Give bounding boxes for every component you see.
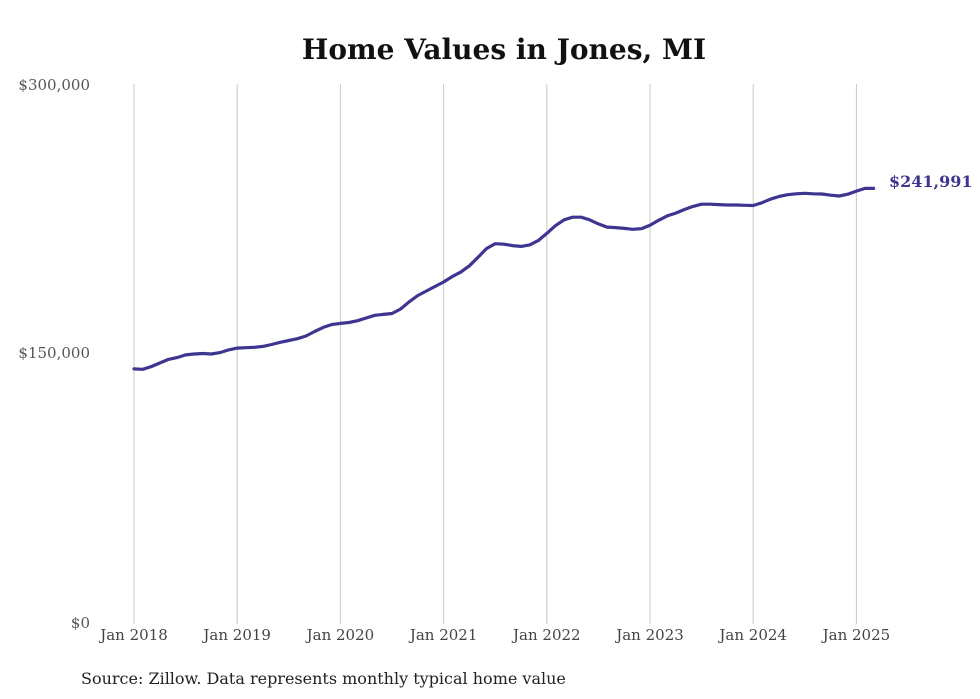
y-tick-label: $150,000 xyxy=(18,344,90,362)
source-note: Source: Zillow. Data represents monthly … xyxy=(81,669,566,688)
x-axis-labels: Jan 2018 Jan 2019 Jan 2020 Jan 2021 Jan 2022… xyxy=(98,626,890,644)
x-tick-label: Jan 2019 xyxy=(201,626,271,644)
series-line xyxy=(132,186,876,371)
x-tick-label: Jan 2020 xyxy=(305,626,375,644)
x-tick-label: Jan 2018 xyxy=(98,626,168,644)
chart-title: Home Values in Jones, MI xyxy=(302,33,706,66)
y-tick-label: $0 xyxy=(71,614,90,632)
x-tick-label: Jan 2024 xyxy=(717,626,787,644)
gridlines xyxy=(133,84,857,624)
x-tick-label: Jan 2025 xyxy=(821,626,891,644)
y-tick-label: $300,000 xyxy=(18,76,90,94)
x-tick-label: Jan 2022 xyxy=(511,626,581,644)
series-layer xyxy=(132,186,876,371)
y-axis-labels: $300,000 $150,000 $0 xyxy=(18,76,90,632)
last-value-label: $241,991 xyxy=(889,172,973,191)
x-tick-label: Jan 2023 xyxy=(614,626,684,644)
x-tick-label: Jan 2021 xyxy=(408,626,478,644)
